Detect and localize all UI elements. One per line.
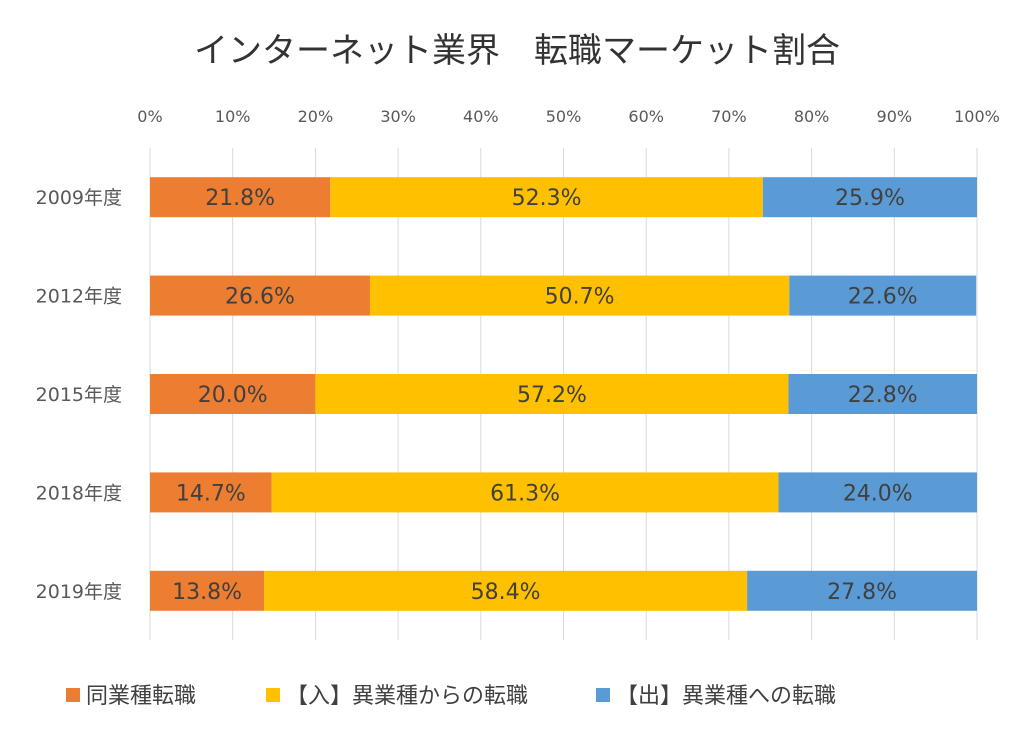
category-label: 2018年度 (36, 482, 122, 504)
data-label: 21.8% (205, 186, 275, 211)
bar-segment (747, 570, 977, 611)
data-label: 14.7% (176, 481, 246, 506)
x-tick-label: 0% (137, 107, 162, 126)
bar-segment (315, 374, 789, 414)
bar-segment (778, 472, 977, 513)
data-label: 13.8% (172, 580, 242, 605)
bar-segment (369, 275, 790, 316)
bar-segment (150, 570, 265, 611)
x-tick-label: 50% (546, 107, 582, 126)
legend-label: 【出】異業種への転職 (616, 684, 836, 709)
x-tick-label: 80% (794, 107, 830, 126)
category-label: 2009年度 (36, 187, 122, 209)
data-label: 58.4% (471, 580, 541, 605)
legend-swatch (66, 688, 80, 702)
data-label: 22.8% (848, 383, 918, 408)
legend-label: 【入】異業種からの転職 (286, 684, 528, 709)
data-label: 52.3% (512, 186, 582, 211)
data-label: 25.9% (835, 186, 905, 211)
data-label: 26.6% (225, 285, 295, 310)
legend: 同業種転職 【入】異業種からの転職 【出】異業種への転職 (66, 684, 836, 709)
x-tick-label: 10% (215, 107, 251, 126)
legend-swatch (596, 688, 610, 702)
data-label: 27.8% (827, 580, 897, 605)
data-label: 61.3% (490, 481, 560, 506)
x-tick-label: 70% (711, 107, 747, 126)
legend-swatch (266, 688, 280, 702)
bar-segment (150, 177, 331, 218)
x-tick-label: 30% (380, 107, 416, 126)
category-label: 2019年度 (36, 581, 122, 603)
x-tick-label: 20% (298, 107, 334, 126)
chart-title: インターネット業界 転職マーケット割合 (194, 31, 840, 71)
bar-segment (150, 472, 272, 513)
category-labels: 2009年度 2012年度 2015年度 2018年度 2019年度 (36, 187, 122, 603)
category-label: 2015年度 (36, 384, 122, 406)
x-tick-label: 90% (877, 107, 913, 126)
bar-segment (788, 374, 977, 414)
legend-label: 同業種転職 (86, 684, 196, 709)
data-label: 50.7% (545, 285, 615, 310)
x-tick-label: 60% (628, 107, 664, 126)
data-label: 20.0% (198, 383, 268, 408)
bar-segment (150, 275, 370, 316)
bar-segment (762, 177, 977, 218)
x-tick-label: 100% (954, 107, 1000, 126)
bar-segment (264, 570, 748, 611)
bar-segment (150, 374, 316, 414)
category-label: 2012年度 (36, 286, 122, 308)
bar-segment (330, 177, 763, 218)
bar-segment (789, 275, 977, 316)
data-label: 57.2% (517, 383, 587, 408)
bar-segment (271, 472, 779, 513)
x-tick-label: 40% (463, 107, 499, 126)
x-axis-ticks: 0% 10% 20% 30% 40% 50% 60% 70% 80% 90% 100% (137, 107, 1000, 126)
bars: 21.8% 52.3% 25.9% 26.6% 50.7% 22.6% 20.0% 57.2%… (150, 177, 977, 611)
data-label: 24.0% (843, 481, 913, 506)
data-label: 22.6% (848, 285, 918, 310)
